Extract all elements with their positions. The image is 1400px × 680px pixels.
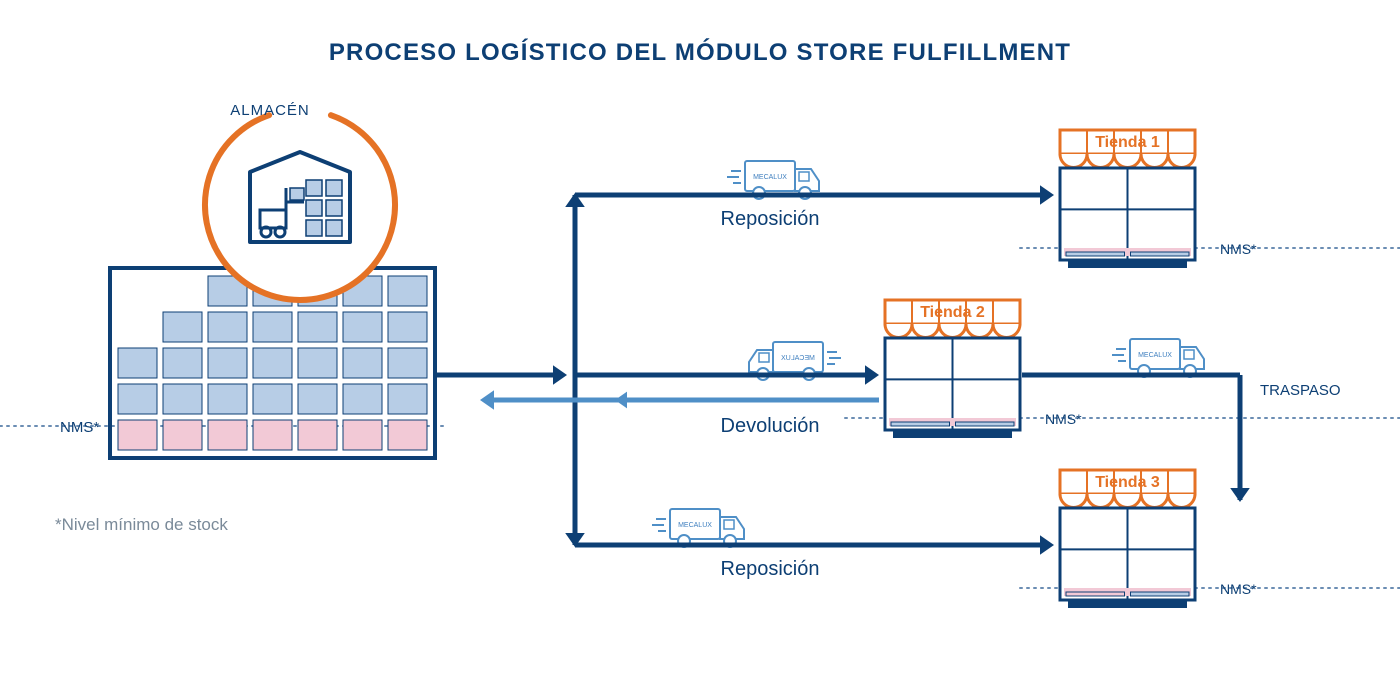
- store3-nms-label: NMS*: [1220, 581, 1257, 597]
- truck-trans-icon: MECALUX: [1112, 339, 1204, 377]
- store1: Tienda 1: [1060, 130, 1195, 268]
- flow-label-reposicion_top: Reposición: [721, 208, 820, 230]
- store3-label: Tienda 3: [1095, 474, 1160, 491]
- truck-bottom-icon: MECALUX: [652, 509, 744, 547]
- flow-label-devolucion: Devolución: [721, 415, 820, 437]
- store3: Tienda 3: [1060, 470, 1195, 608]
- store1-nms-label: NMS*: [1220, 241, 1257, 257]
- svg-text:MECALUX: MECALUX: [1138, 352, 1172, 359]
- footnote: *Nivel mínimo de stock: [55, 515, 228, 534]
- store2: Tienda 2: [885, 300, 1020, 438]
- warehouse-badge: [205, 110, 395, 300]
- nms-label-warehouse: NMS*: [60, 419, 99, 436]
- svg-text:MECALUX: MECALUX: [753, 174, 787, 181]
- warehouse-label: ALMACÉN: [230, 102, 310, 119]
- store2-nms-label: NMS*: [1045, 411, 1082, 427]
- svg-text:MECALUX: MECALUX: [678, 522, 712, 529]
- flow-label-reposicion_bottom: Reposición: [721, 558, 820, 580]
- store2-label: Tienda 2: [920, 304, 985, 321]
- diagram-canvas: PROCESO LOGÍSTICO DEL MÓDULO STORE FULFI…: [0, 0, 1400, 680]
- diagram-title: PROCESO LOGÍSTICO DEL MÓDULO STORE FULFI…: [329, 38, 1071, 66]
- store1-label: Tienda 1: [1095, 134, 1160, 151]
- flow-label-traspaso: TRASPASO: [1260, 382, 1341, 399]
- svg-text:MECALUX: MECALUX: [781, 355, 815, 362]
